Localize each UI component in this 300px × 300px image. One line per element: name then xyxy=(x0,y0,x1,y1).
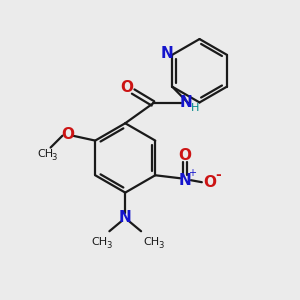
Text: N: N xyxy=(119,210,132,225)
Text: H: H xyxy=(190,103,199,113)
Text: 3: 3 xyxy=(158,241,164,250)
Text: +: + xyxy=(188,168,196,178)
Text: 3: 3 xyxy=(107,241,112,250)
Text: 3: 3 xyxy=(51,153,56,162)
Text: CH: CH xyxy=(143,237,159,247)
Text: O: O xyxy=(61,127,74,142)
Text: O: O xyxy=(203,175,216,190)
Text: N: N xyxy=(161,46,173,62)
Text: O: O xyxy=(121,80,134,95)
Text: CH: CH xyxy=(38,149,54,160)
Text: N: N xyxy=(179,95,192,110)
Text: N: N xyxy=(178,173,191,188)
Text: CH: CH xyxy=(92,237,107,247)
Text: O: O xyxy=(178,148,191,163)
Text: -: - xyxy=(215,168,220,182)
